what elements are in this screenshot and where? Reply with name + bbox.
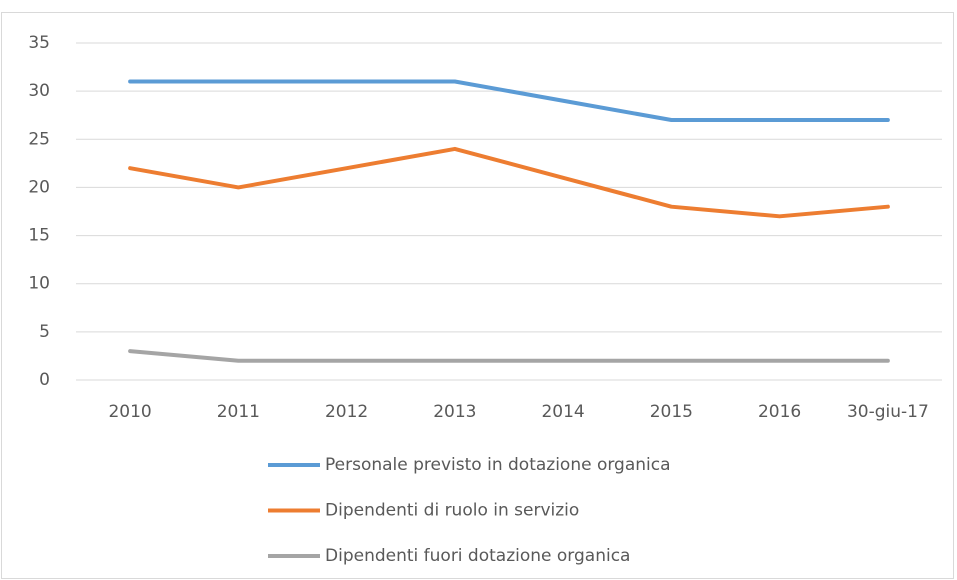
legend-label: Personale previsto in dotazione organica — [325, 455, 671, 475]
x-tick-label: 2011 — [217, 402, 260, 422]
series-line — [128, 79, 890, 123]
x-tick-label: 2012 — [325, 402, 368, 422]
legend-label: Dipendenti fuori dotazione organica — [325, 546, 630, 566]
series-line — [128, 349, 890, 363]
chart-border — [1, 12, 954, 579]
y-tick-label: 25 — [28, 129, 50, 149]
x-tick-label: 2014 — [541, 402, 584, 422]
y-tick-label: 20 — [28, 177, 50, 197]
x-tick-label: 2013 — [433, 402, 476, 422]
x-tick-label: 2010 — [108, 402, 151, 422]
y-tick-label: 0 — [39, 370, 50, 390]
legend-label: Dipendenti di ruolo in servizio — [325, 501, 579, 521]
x-tick-label: 2015 — [650, 402, 693, 422]
y-tick-label: 35 — [28, 33, 50, 53]
y-tick-label: 15 — [28, 226, 50, 246]
x-tick-label: 2016 — [758, 402, 801, 422]
series-line — [128, 146, 890, 219]
y-tick-label: 30 — [28, 81, 50, 101]
x-tick-label: 30-giu-17 — [847, 402, 929, 422]
y-tick-label: 10 — [28, 274, 50, 294]
y-tick-label: 5 — [39, 322, 50, 342]
